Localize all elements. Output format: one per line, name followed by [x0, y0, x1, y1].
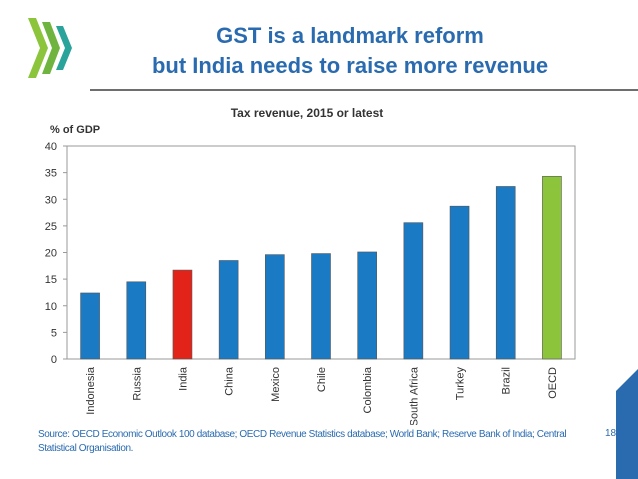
y-tick-label: 25 [45, 221, 57, 233]
y-tick-label: 0 [51, 354, 57, 366]
x-tick-label: Russia [131, 366, 143, 401]
bar-mexico [265, 254, 285, 360]
x-tick-label: India [177, 366, 189, 391]
logo-stripes [28, 18, 72, 78]
chart-title: Tax revenue, 2015 or latest [231, 106, 384, 120]
y-tick-label: 15 [45, 274, 57, 286]
x-tick-label: Mexico [270, 367, 282, 402]
y-tick-label: 30 [45, 194, 57, 206]
y-tick-label: 5 [51, 327, 57, 339]
x-tick-label: Colombia [362, 366, 374, 413]
x-tick-label: South Africa [408, 366, 420, 425]
bar-china [218, 260, 239, 360]
page-number: 18 [605, 428, 617, 439]
y-tick-label: 40 [45, 141, 57, 153]
bar-turkey [449, 205, 470, 360]
bar-south-africa [403, 222, 424, 360]
bar-india [172, 269, 193, 360]
y-axis-label: % of GDP [50, 124, 100, 136]
bar-colombia [357, 251, 377, 360]
y-tick-label: 20 [45, 248, 57, 260]
bar-chart: Tax revenue, 2015 or latest % of GDP 0 5 1… [45, 106, 576, 425]
x-tick-label: OECD [547, 367, 559, 399]
y-tick-label: 35 [45, 168, 57, 180]
title-divider [90, 89, 638, 91]
bar-oecd [542, 176, 562, 360]
bar-chile [311, 253, 331, 360]
source-note: Source: OECD Economic Outlook 100 databa… [38, 429, 567, 454]
x-tick-label: Brazil [501, 367, 513, 395]
slide-title-line2: but India needs to raise more revenue [151, 53, 549, 78]
x-tick-label: Indonesia [85, 366, 97, 415]
bar-russia [126, 281, 147, 360]
x-tick-label: Chile [316, 367, 328, 392]
corner-decoration [616, 369, 638, 479]
x-tick-label: China [224, 366, 236, 396]
bar-indonesia [80, 292, 100, 360]
oecd-logo [28, 18, 72, 78]
y-tick-label: 10 [45, 301, 57, 313]
plot-area: 0 5 10 15 20 25 30 35 40 Indonesia Russia India Chin… [45, 141, 576, 425]
bar-brazil [495, 186, 516, 360]
slide-title-line1: GST is a landmark reform [216, 23, 484, 48]
x-tick-label: Turkey [455, 367, 467, 401]
